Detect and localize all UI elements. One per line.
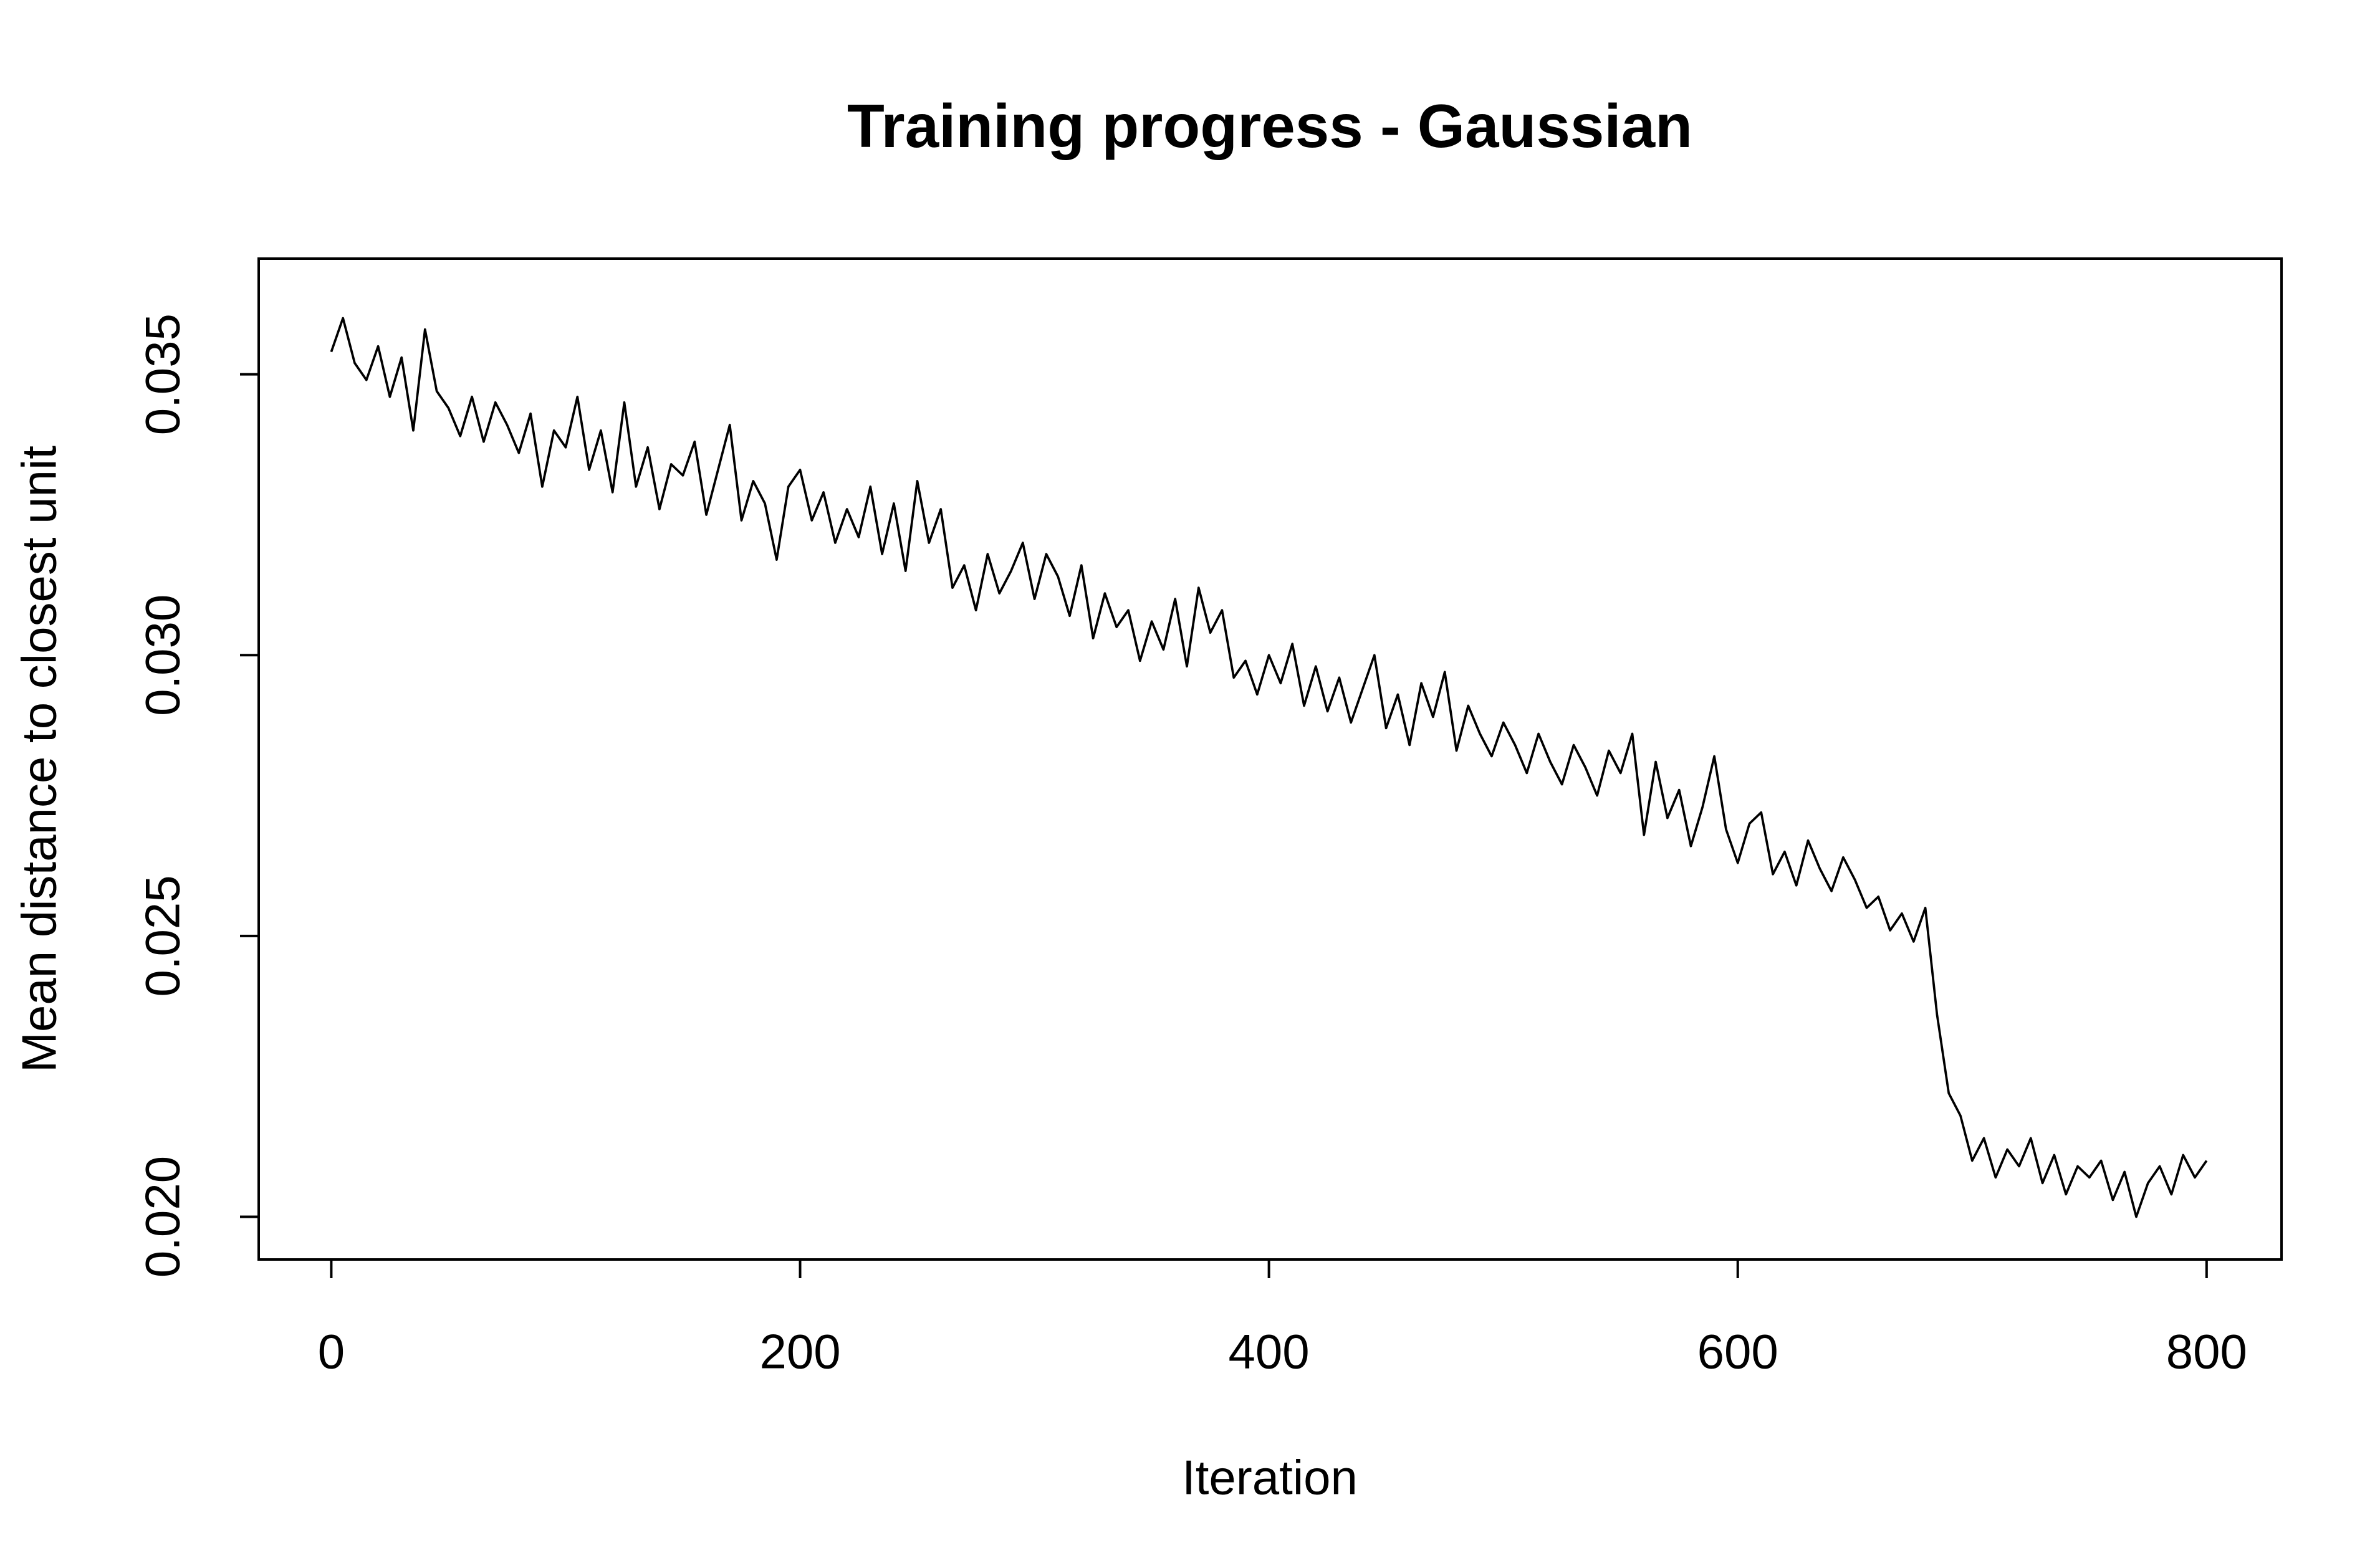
x-tick-label: 0: [318, 1324, 345, 1379]
y-tick-label: 0.030: [135, 595, 190, 716]
y-tick-label: 0.020: [135, 1156, 190, 1278]
x-axis-label: Iteration: [1182, 1450, 1358, 1505]
y-tick-label: 0.035: [135, 313, 190, 435]
y-axis-label: Mean distance to closest unit: [12, 446, 67, 1073]
x-tick-label: 400: [1229, 1324, 1310, 1379]
chart-title: Training progress - Gaussian: [847, 92, 1692, 160]
data-line: [330, 317, 2208, 1218]
y-tick-label: 0.025: [135, 875, 190, 996]
x-tick-label: 200: [759, 1324, 840, 1379]
x-tick-label: 600: [1697, 1324, 1778, 1379]
x-tick-label: 800: [2166, 1324, 2247, 1379]
